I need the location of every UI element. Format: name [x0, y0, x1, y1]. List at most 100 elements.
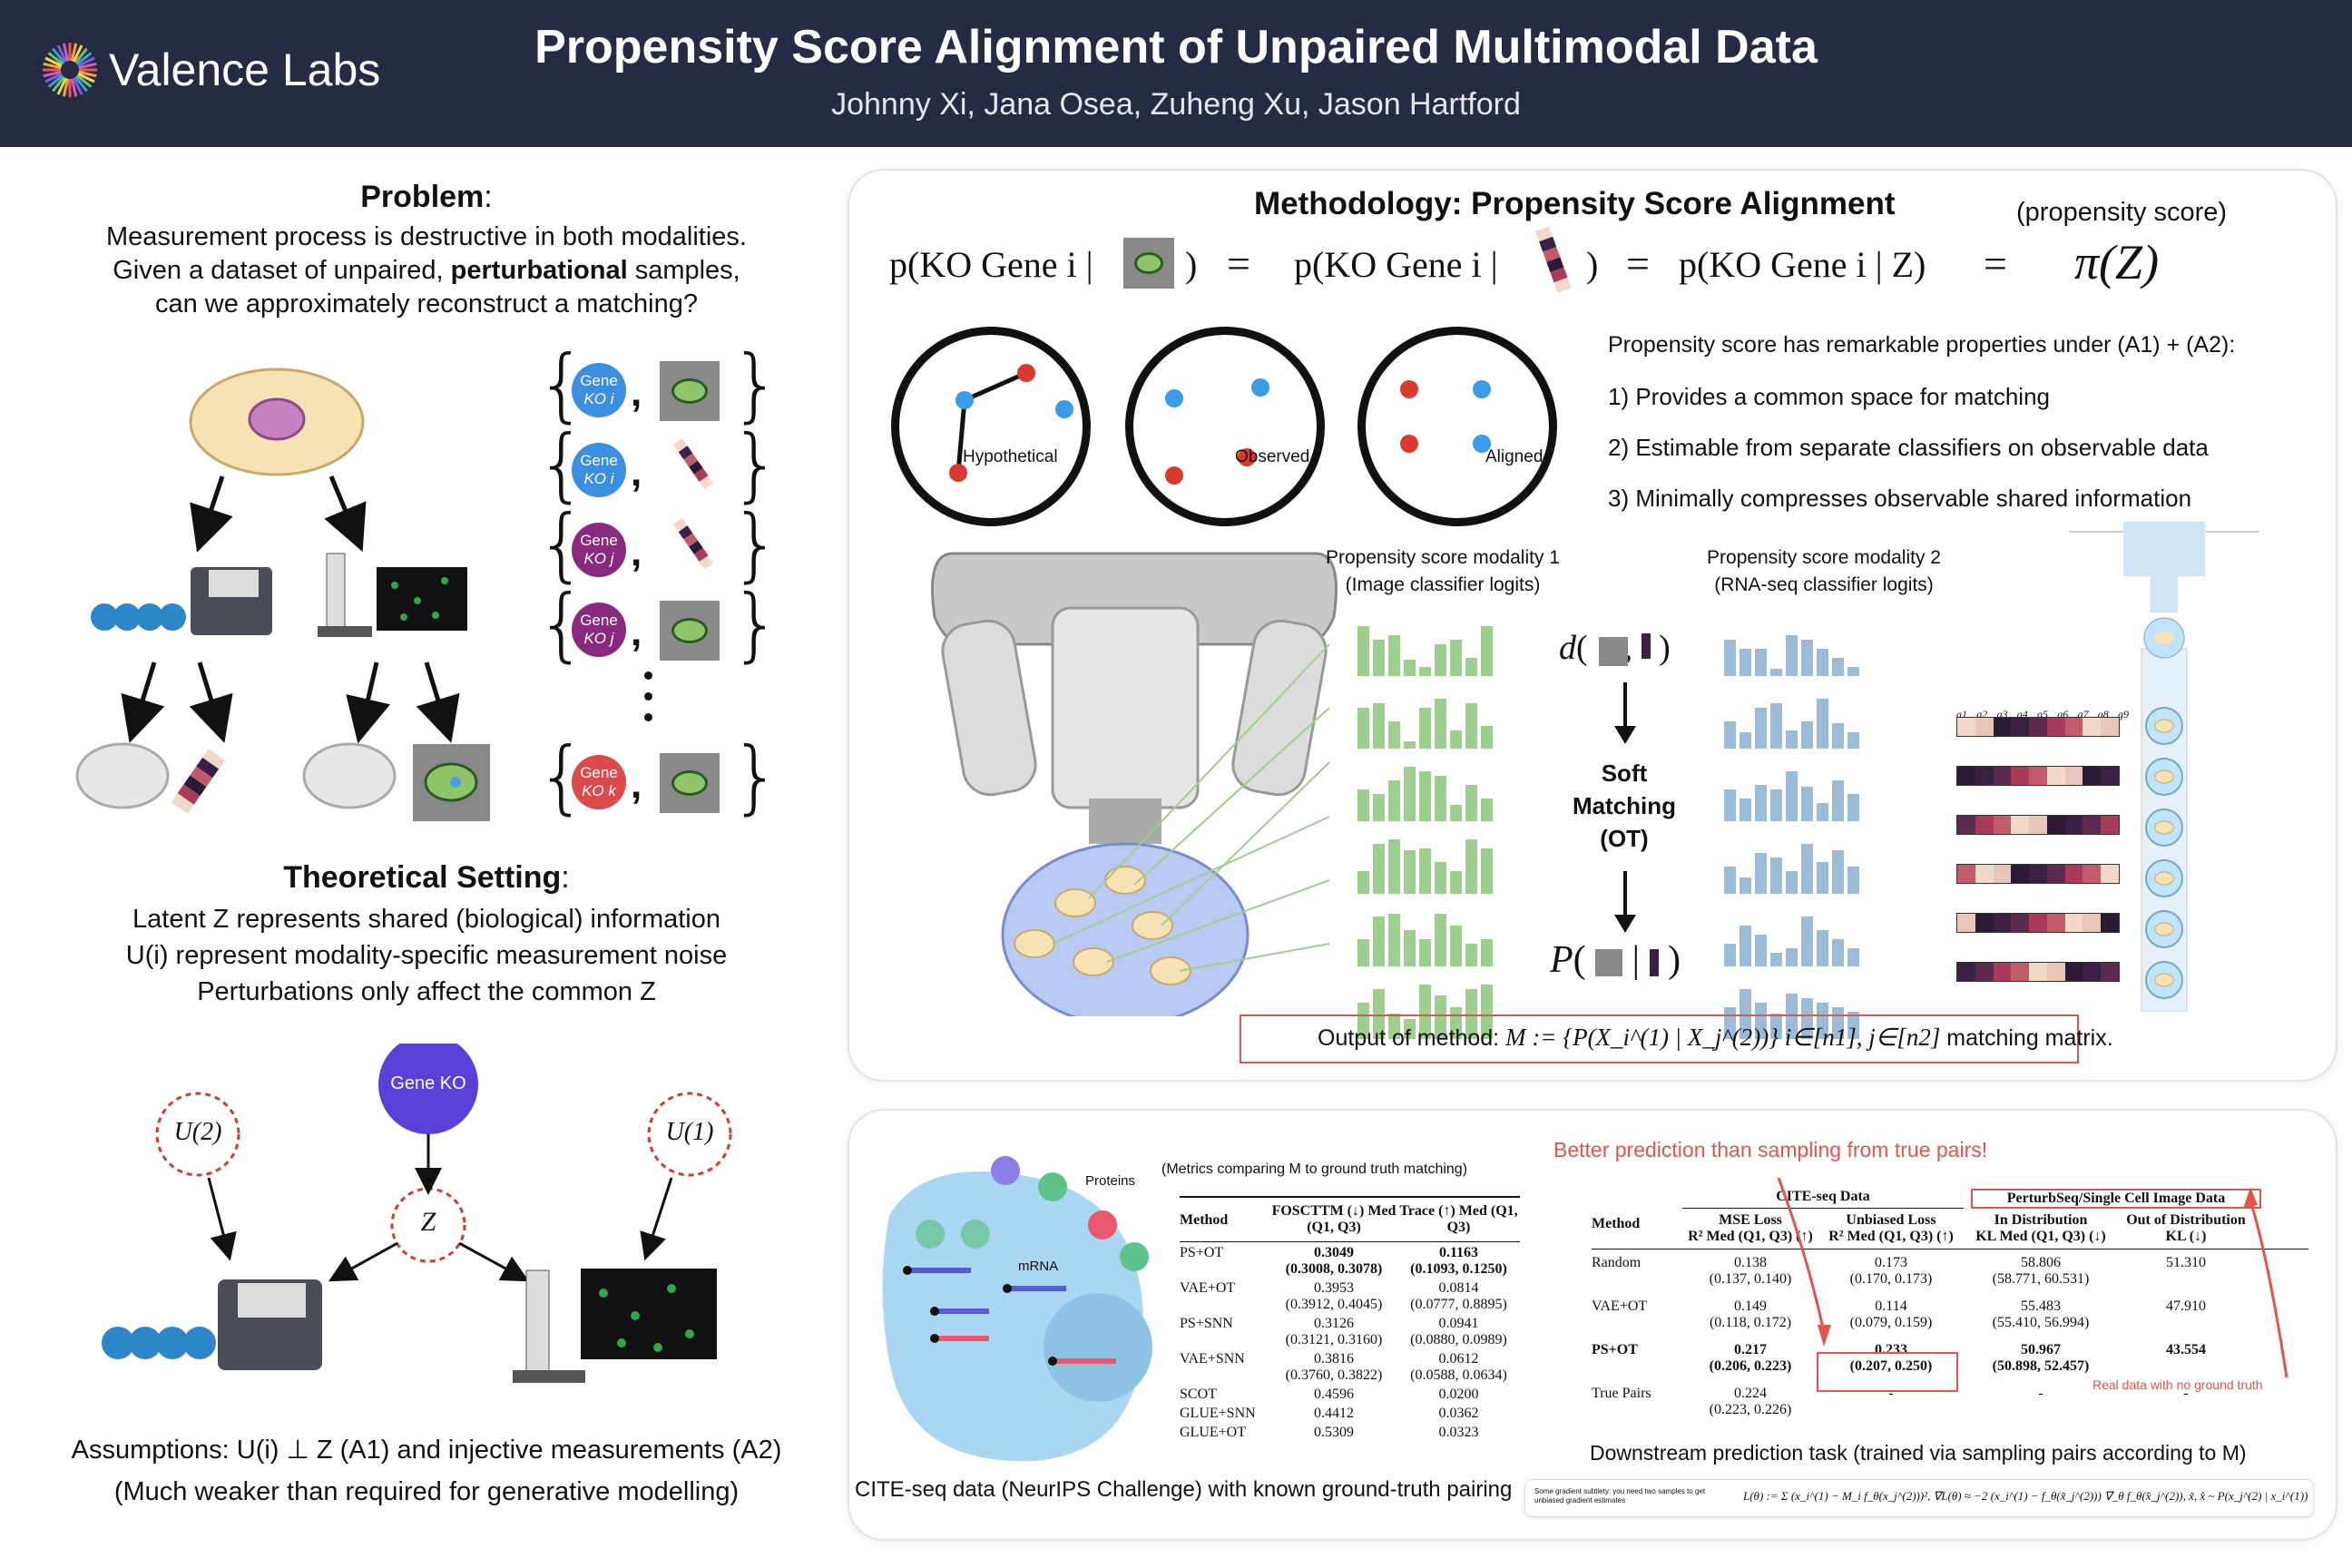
- image-logits-bars: [1357, 612, 1521, 1048]
- logit-bar-group: [1357, 612, 1521, 676]
- cell-image-icon: [660, 361, 720, 421]
- table-row: Random 0.138 (0.137, 0.140) 0.173 (0.170, …: [1592, 1255, 2206, 1287]
- logit-bar-group: [1724, 975, 1887, 1039]
- gene-ko-badge: Gene KO k: [572, 755, 626, 809]
- prop-3: 3) Minimally compresses observable share…: [1608, 485, 2192, 512]
- cell-image-icon: [1123, 238, 1174, 289]
- sample-sets: { Gene KO i , }{ Gene KO i , }{ Gene KO j ,…: [536, 338, 781, 823]
- sequencer-icon-2: [102, 1279, 322, 1370]
- theory-heading: Theoretical Setting:: [283, 860, 570, 895]
- eq-propensity: π(Z): [2074, 235, 2160, 289]
- annotation-arrows: [1777, 1177, 2288, 1378]
- hypothetical-circle: Hypothetical: [891, 327, 1091, 526]
- eq-close-2: ): [1586, 244, 1599, 285]
- no-ground-truth-note: Real data with no ground truth: [2092, 1377, 2263, 1392]
- u1-node: [647, 1092, 732, 1177]
- better-prediction-note: Better prediction than sampling from tru…: [1553, 1138, 1988, 1161]
- gene-ko-node: [378, 1044, 478, 1134]
- eq-equals-3: =: [1984, 240, 2007, 287]
- causal-diagram: [102, 1044, 732, 1383]
- arrow-down-icon: [1614, 682, 1636, 744]
- mod1-label: Propensity score modality 1 (Image classi…: [1326, 547, 1560, 595]
- mrna-label: mRNA: [1018, 1259, 1059, 1274]
- rna-expression-strip: [1956, 717, 2120, 737]
- table-row: VAE+OT 0.149 (0.118, 0.172) 0.114 (0.079, …: [1592, 1298, 2206, 1330]
- propensity-label: (propensity score): [2016, 198, 2228, 227]
- logit-bar-group: [1724, 758, 1887, 821]
- table-row: GLUE+SNN 0.4412 0.0362: [1180, 1406, 1479, 1421]
- gradient-note: Some gradient subtlety: you need two sam…: [1534, 1487, 1706, 1504]
- z-label: Z: [420, 1207, 436, 1237]
- rna-expression-strip: [1956, 913, 2120, 933]
- downstream-caption: Downstream prediction task (trained via …: [1590, 1441, 2247, 1465]
- loss-formula: L(θ) := Σ (x_i^(1) − M_i f_θ(x_j^(2)))²,…: [1743, 1489, 2308, 1503]
- microscope-graphic: [931, 552, 1338, 1016]
- props-title: Propensity score has remarkable properti…: [1608, 332, 2236, 358]
- eq-equals-1: =: [1227, 240, 1250, 287]
- header-bar: Valence Labs Propensity Score Alignment …: [0, 0, 2352, 147]
- problem-text: Measurement process is destructive in bo…: [106, 222, 747, 318]
- cell-image-icon: [660, 753, 720, 813]
- table-row: GLUE+OT 0.5309 0.0323: [1180, 1425, 1479, 1440]
- eq-term-1: p(KO Gene i |: [889, 244, 1093, 285]
- logit-bar-group: [1357, 975, 1521, 1039]
- distance-term: d(, ): [1559, 629, 1671, 667]
- rna-strip-icon: [673, 438, 714, 490]
- eq-equals-2: =: [1626, 240, 1650, 287]
- u2-node: [155, 1092, 240, 1177]
- aligned-circle: Aligned: [1357, 327, 1557, 526]
- eq-term-2: p(KO Gene i |: [1294, 244, 1498, 285]
- output-text: Output of method: M := {P(X_i^(1) | X_j^…: [1318, 1024, 2113, 1051]
- gene-ko-badge: Gene KO i: [572, 363, 626, 417]
- right-brace: }: [730, 730, 781, 823]
- right-brace: }: [730, 497, 781, 591]
- metrics-title: (Metrics comparing M to ground truth mat…: [1161, 1161, 1468, 1177]
- matching-metrics-table: Method FOSCTTM (↓) Med (Q1, Q3) Trace (↑…: [1180, 1196, 1520, 1441]
- ellipsis-dots: [644, 671, 652, 734]
- highlight-box: [1817, 1352, 1958, 1392]
- logit-bar-group: [1357, 903, 1521, 966]
- cell-image-icon: [660, 601, 720, 661]
- rna-expression-strip: [1956, 864, 2120, 884]
- authors: Johnny Xi, Jana Osea, Zuheng Xu, Jason H…: [831, 87, 1521, 122]
- theory-text: Latent Z represents shared (biological) …: [125, 905, 728, 1006]
- mod2-label: Propensity score modality 2 (RNA-seq clas…: [1707, 547, 1941, 595]
- gene-ko-badge: Gene KO j: [572, 603, 626, 657]
- output-box: [1240, 1014, 2079, 1063]
- table-header: Method FOSCTTM (↓) Med (Q1, Q3) Trace (↑…: [1180, 1196, 1520, 1242]
- u1-label: U(1): [665, 1118, 714, 1146]
- eq-term-3: p(KO Gene i | Z): [1679, 244, 1926, 285]
- logit-bar-group: [1357, 830, 1521, 894]
- downstream-results-table: CITE-seq Data PerturbSeq/Single Cell Ima…: [1592, 1189, 2308, 1424]
- problem-illustration: [75, 368, 490, 821]
- logit-bar-group: [1724, 903, 1887, 966]
- eq-close-1: ): [1185, 244, 1198, 285]
- table-header: Method MSE Loss R² Med (Q1, Q3) (↑) Unbia…: [1592, 1212, 2308, 1250]
- table-row: PS+OT 0.3049 (0.3008, 0.3078) 0.1163 (0.10…: [1180, 1245, 1507, 1277]
- microscope-icon: [318, 553, 467, 637]
- formula-box: Some gradient subtlety: you need two sam…: [1524, 1479, 2314, 1517]
- cell-diagram: [882, 1156, 1152, 1462]
- microscope-icon-2: [513, 1269, 717, 1383]
- arrow-down-icon-2: [1614, 871, 1636, 933]
- right-brace: }: [730, 577, 781, 671]
- table-row: PS+SNN 0.3126 (0.3121, 0.3160) 0.0941 (0.0…: [1180, 1316, 1507, 1348]
- methodology-heading: Methodology: Propensity Score Alignment: [1254, 186, 1896, 221]
- rna-strip-icon: [1535, 227, 1572, 293]
- gene-ko-badge: Gene KO i: [572, 443, 626, 497]
- gene-ko-badge: Gene KO j: [572, 523, 626, 577]
- table-row: SCOT 0.4596 0.0200: [1180, 1387, 1479, 1402]
- rna-strip-icon: [673, 518, 714, 570]
- cite-seq-caption: CITE-seq data (NeurIPS Challenge) with k…: [855, 1477, 1513, 1502]
- observed-circle: Observed: [1125, 327, 1325, 526]
- rna-expression-strip: [1956, 766, 2120, 786]
- probability-term: P( | ): [1550, 939, 1681, 981]
- table-row: VAE+SNN 0.3816 (0.3760, 0.3822) 0.0612 (0.…: [1180, 1351, 1507, 1383]
- gene-ko-label: Gene KO: [390, 1073, 466, 1093]
- rna-strips: [1956, 717, 2120, 982]
- microfluidic-channel: [2069, 522, 2259, 1012]
- table-row: PS+OT 0.217 (0.206, 0.223) 0.233 (0.207, 0…: [1592, 1342, 2206, 1374]
- group-header-cite: CITE-seq Data: [1682, 1189, 1964, 1209]
- soft-matching-label: Soft Matching (OT): [1572, 760, 1677, 852]
- prop-1: 1) Provides a common space for matching: [1608, 383, 2050, 410]
